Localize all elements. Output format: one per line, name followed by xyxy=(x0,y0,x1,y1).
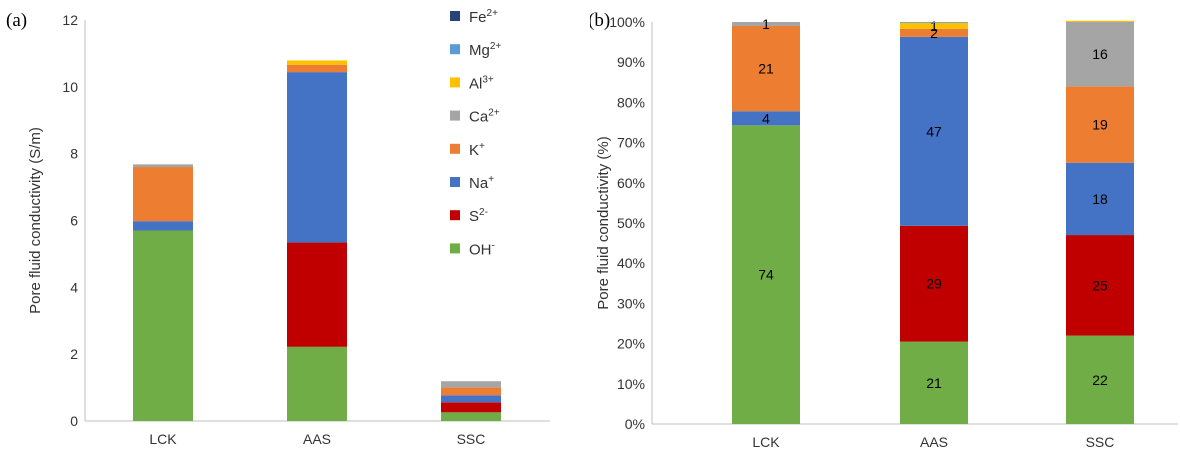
data-label: 16 xyxy=(1092,46,1108,62)
x-tick-label: AAS xyxy=(920,434,948,450)
y-tick-label: 0 xyxy=(70,413,78,429)
bar-segment-al-ssc xyxy=(1066,20,1134,22)
y-tick-label: 2 xyxy=(70,346,78,362)
bar-segment-oh-lck xyxy=(732,125,800,425)
legend-label-oh: OH- xyxy=(469,240,495,258)
y-tick-label: 12 xyxy=(62,12,78,28)
y-tick-label: 50% xyxy=(617,215,645,231)
bar-segment-al-aas xyxy=(287,60,347,65)
bar-segment-na-ssc xyxy=(441,395,501,403)
chart-a: (a) 0 2 4 6 8 10 12 Pore fluid conductivity (S/m… xyxy=(6,8,550,447)
bar-segment-ca-lck xyxy=(133,164,193,168)
bar-segment-al-aas xyxy=(900,22,968,29)
y-tick-label: 40% xyxy=(617,255,645,271)
panel-label: (a) xyxy=(6,10,27,31)
bar-segment-k-lck xyxy=(732,26,800,112)
bar-segment-na-aas xyxy=(900,36,968,226)
data-label: 21 xyxy=(926,375,942,391)
y-tick-label: 8 xyxy=(70,146,78,162)
bar-segment-na-lck xyxy=(732,111,800,126)
bar-segment-k-ssc xyxy=(441,387,501,396)
legend-label-fe: Fe2+ xyxy=(469,8,498,26)
bar-segment-k-ssc xyxy=(1066,86,1134,163)
bar-segment-k-aas xyxy=(287,64,347,73)
data-label: 2 xyxy=(930,25,938,41)
bar-segment-s-aas xyxy=(900,225,968,342)
bar-segment-na-lck xyxy=(133,221,193,231)
bar-segment-oh-lck xyxy=(133,230,193,421)
data-label: 18 xyxy=(1092,191,1108,207)
legend-label-k: K+ xyxy=(469,141,485,159)
y-tick-label: 0% xyxy=(625,416,645,432)
chart-b: (b) 0% 10% 20% 30% 40% 50% 60% 70% 80% 90% 100% Pore… xyxy=(590,10,1178,450)
x-tick-label: LCK xyxy=(752,434,780,450)
legend-swatch-fe xyxy=(450,11,460,21)
bar-segment-k-lck xyxy=(133,167,193,222)
y-tick-label: 4 xyxy=(70,279,78,295)
y-tick-label: 90% xyxy=(617,54,645,70)
bar-segment-na-ssc xyxy=(1066,162,1134,236)
y-tick-label: 20% xyxy=(617,336,645,352)
x-tick-label: SSC xyxy=(457,431,486,447)
data-label: 74 xyxy=(758,267,774,283)
data-label: 1 xyxy=(930,18,938,34)
bar-segment-oh-aas xyxy=(287,346,347,421)
bar-segment-s-aas xyxy=(287,242,347,347)
bar-segment-oh-aas xyxy=(900,341,968,424)
legend-label-ca: Ca2+ xyxy=(469,108,500,126)
y-tick-label: 60% xyxy=(617,175,645,191)
legend-swatch-ca xyxy=(450,110,460,121)
y-tick-label: 30% xyxy=(617,295,645,311)
data-label: 47 xyxy=(926,123,942,139)
legend-swatch-na xyxy=(450,177,460,187)
x-tick-label: SSC xyxy=(1086,434,1115,450)
data-label: 22 xyxy=(1092,372,1108,388)
y-tick-label: 80% xyxy=(617,94,645,110)
y-axis-label: Pore fluid conductivity (%) xyxy=(595,136,612,309)
data-label: 29 xyxy=(926,276,942,292)
x-tick-label: AAS xyxy=(303,431,331,447)
data-label: 1 xyxy=(762,16,770,32)
bar-segment-mg-aas xyxy=(900,22,968,23)
bar-segment-oh-ssc xyxy=(441,412,501,421)
legend-swatch-mg xyxy=(450,44,460,55)
y-tick-label: 10% xyxy=(617,376,645,392)
y-tick-label: 6 xyxy=(70,213,78,229)
bar-segment-s-ssc xyxy=(441,402,501,413)
y-tick-label: 100% xyxy=(609,14,645,30)
legend-swatch-al xyxy=(450,77,460,88)
data-label: 21 xyxy=(758,61,774,77)
legend-swatch-oh xyxy=(450,243,460,254)
bar-segment-na-aas xyxy=(287,72,347,243)
legend-swatch-k xyxy=(450,143,460,154)
y-tick-label: 70% xyxy=(617,135,645,151)
panel-label: (b) xyxy=(590,10,610,31)
data-label: 25 xyxy=(1092,277,1108,293)
legend-label-al: Al3+ xyxy=(469,74,494,92)
bar-segment-ca-ssc xyxy=(441,381,501,388)
y-axis-label: Pore fluid conductivity (S/m) xyxy=(27,127,44,314)
x-tick-label: LCK xyxy=(149,431,177,447)
bar-segment-ca-ssc xyxy=(1066,22,1134,87)
bar-segment-s-ssc xyxy=(1066,235,1134,336)
y-tick-label: 10 xyxy=(62,79,78,95)
legend-swatch-s xyxy=(450,210,460,221)
legend-label-s: S2- xyxy=(469,207,488,225)
bar-segment-ca-lck xyxy=(732,22,800,27)
bar-segment-k-aas xyxy=(900,28,968,37)
legend-label-na: Na+ xyxy=(469,174,494,192)
legend-label-mg: Mg2+ xyxy=(469,41,501,59)
bar-segment-oh-ssc xyxy=(1066,335,1134,424)
data-label: 4 xyxy=(762,110,770,126)
data-label: 19 xyxy=(1092,117,1108,133)
